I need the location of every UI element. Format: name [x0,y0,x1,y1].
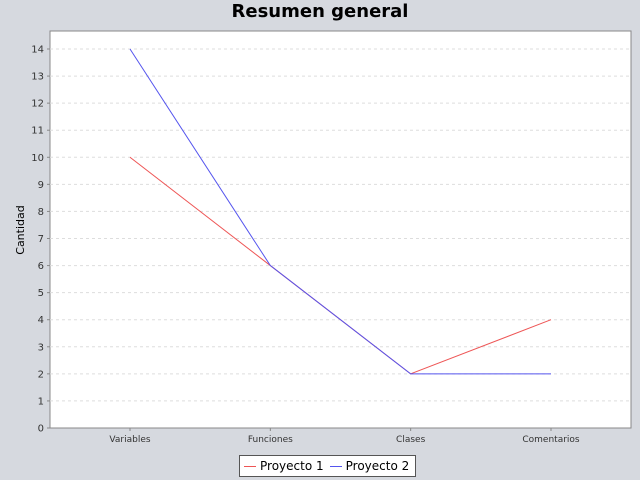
x-tick-label: Funciones [248,435,293,445]
x-axis-ticks: Variables Funciones Clases Comentarios [109,428,580,445]
legend-item-1: Proyecto 1 [244,459,324,473]
x-tick-label: Variables [109,435,150,445]
legend-item-2: Proyecto 2 [329,459,410,473]
x-tick-label: Clases [396,435,426,445]
y-tick-label: 7 [38,234,44,245]
y-tick-label: 6 [38,261,44,272]
series-line-2 [129,48,551,375]
y-tick-label: 10 [31,153,44,164]
y-axis-label: Cantidad [14,205,27,254]
chart-title: Resumen general [231,1,409,22]
legend-label: Proyecto 2 [345,459,410,473]
y-tick-label: 3 [38,342,44,353]
y-tick-label: 12 [31,99,44,110]
legend-label: Proyecto 1 [260,459,324,473]
grid-lines [50,48,631,402]
series-lines [129,48,552,375]
y-tick-label: 0 [38,424,44,435]
chart-legend: Proyecto 1 Proyecto 2 [239,455,417,477]
plot-area [49,30,632,429]
y-tick-label: 14 [31,45,44,56]
y-tick-label: 11 [31,126,44,137]
y-tick-label: 8 [38,207,44,218]
y-tick-label: 4 [38,315,44,326]
y-tick-label: 13 [31,72,44,83]
y-tick-label: 1 [38,396,44,407]
legend-swatch [244,465,256,467]
legend-swatch [329,465,342,467]
y-tick-label: 9 [38,180,44,191]
y-tick-label: 5 [38,288,44,299]
y-tick-label: 2 [38,369,44,380]
x-tick-label: Comentarios [522,435,580,445]
